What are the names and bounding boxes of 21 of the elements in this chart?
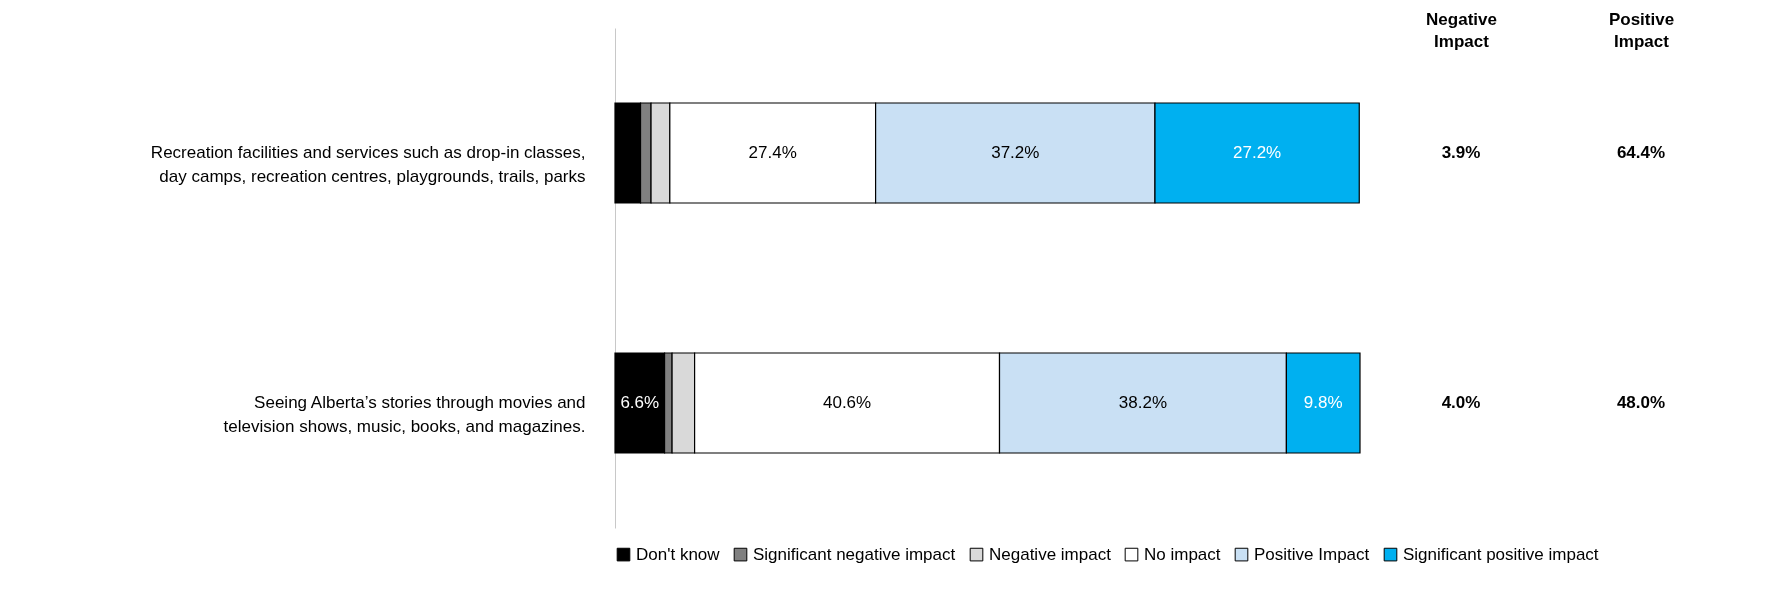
text: Positive Impact [1608, 9, 1675, 51]
text: 4.0% [1441, 393, 1481, 412]
data-label: 37.2% [991, 143, 1040, 162]
legend-label: No impact [1144, 544, 1221, 564]
data-label: 27.4% [748, 143, 797, 162]
legend-label: Don't know [636, 544, 721, 564]
y-tick-label: Seeing Alberta’s stories through movies and television shows, music, books, and magazines. [223, 393, 586, 436]
data-label: 27.2% [1233, 143, 1282, 162]
text: 64.4% [1616, 143, 1666, 162]
data-label: 40.6% [822, 393, 872, 412]
legend-label: Positive Impact [1254, 544, 1370, 564]
data-label: 9.8% [1303, 393, 1343, 412]
data-label: 6.6% [620, 393, 660, 412]
text: 3.9% [1441, 143, 1481, 162]
legend-label: Negative impact [989, 544, 1112, 564]
text: Negative Impact [1426, 9, 1497, 51]
y-tick-label: Recreation facilities and services such as drop-in classes, day camps, recreation centres, playgrounds, trails, parks [150, 143, 586, 186]
legend-label: Significant negative impact [753, 544, 956, 564]
text: 48.0% [1616, 393, 1666, 412]
legend-label: Significant positive impact [1403, 544, 1599, 564]
data-label: 38.2% [1118, 393, 1168, 412]
